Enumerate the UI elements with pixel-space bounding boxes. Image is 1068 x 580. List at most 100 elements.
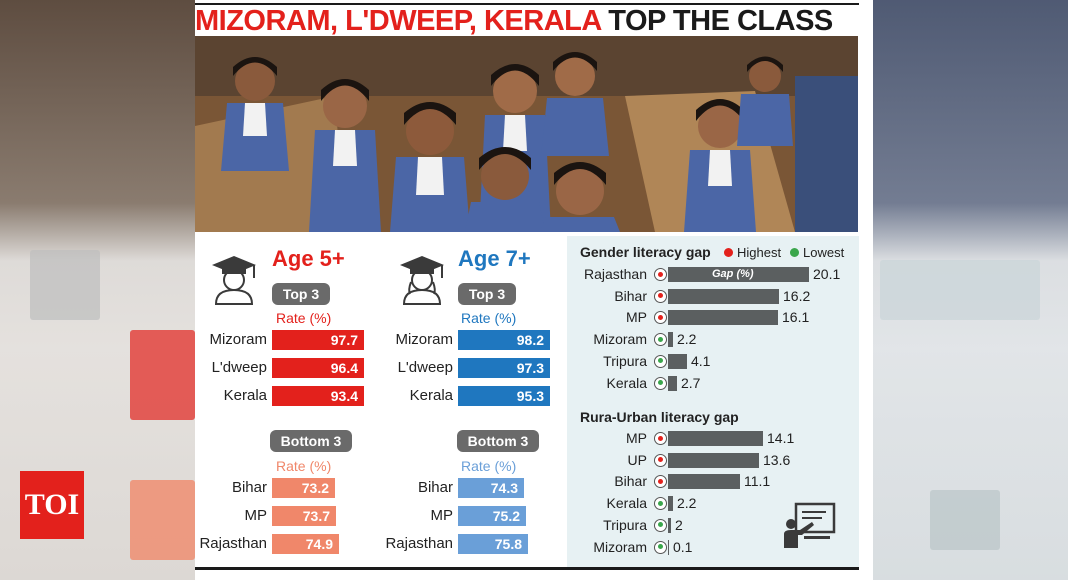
age7-bottom-label: Bottom 3 [457,430,539,452]
gender-gap-value: 2.7 [681,374,701,391]
blur-block [880,260,1040,320]
age7-title: Age 7+ [458,246,531,271]
age5-state-label: MP [244,507,268,524]
age5-bottom-rate-label: Rate (%) [276,458,332,474]
age5-bar-value: 93.4 [330,388,358,404]
age7-bottom-rate-label: Rate (%) [461,458,517,474]
age7-bar-value: 75.2 [492,508,520,524]
age7-state-label: MP [430,507,454,524]
rural-urban-gap-value: 11.1 [744,473,771,490]
gender-gap-marker [654,376,667,390]
gender-gap-state-label: Kerala [606,374,647,391]
gender-gap-state-label: Bihar [614,287,647,304]
age5-title: Age 5+ [272,246,345,271]
age7-state-label: Mizoram [395,331,453,348]
rural-urban-gap-value: 0.1 [673,538,693,555]
rural-urban-gap-state-label: UP [627,451,647,468]
headline-part1: MIZORAM, L'DWEEP, KERALA [195,5,601,37]
rural-urban-gap-bar [668,517,671,533]
age5-bar [272,478,335,498]
rural-urban-gap-value: 14.1 [767,430,795,446]
age5-bar [272,506,336,526]
blur-block [130,330,195,420]
teacher-board-icon [784,502,836,548]
gender-gap-bar [668,353,687,369]
graduate-boy-icon [212,256,256,305]
lowest-dot-icon [790,248,799,257]
legend-lowest: Lowest [790,245,844,260]
rural-urban-gap-marker-dot [657,522,663,528]
top-rule [195,3,859,5]
rural-urban-gap-title: Rura-Urban literacy gap [580,409,739,425]
age5-bar [272,534,339,554]
age5-top-label: Top 3 [272,283,330,305]
age7-bar-value: 74.3 [490,480,518,496]
rural-urban-gap-marker [654,432,667,445]
gender-gap-title: Gender literacy gap [580,244,711,260]
age7-state-label: Rajasthan [385,535,453,552]
bottom-rule [195,567,859,570]
age7-bar [458,506,526,526]
age5-state-label: Rajasthan [199,535,267,552]
gender-gap-bar [668,375,677,391]
age5-bar [272,330,364,350]
gender-gap-bar [668,288,779,304]
age5-state-label: Bihar [231,479,267,496]
rural-urban-gap-state-label: Mizoram [593,538,647,555]
rural-urban-gap-value: 13.6 [763,451,791,468]
age5-bottom-label: Bottom 3 [270,430,352,452]
rural-urban-gap-marker-dot [657,457,663,463]
age7-bar-value: 98.2 [516,332,544,348]
rural-urban-gap-state-label: Tripura [603,516,647,533]
classroom-photo [195,36,858,232]
rural-urban-gap-marker [654,475,667,489]
rural-urban-gap-bar [668,474,740,490]
age5-state-label: Mizoram [209,331,267,348]
legend-highest: Highest [724,245,781,260]
rural-urban-gap-bar [668,496,673,512]
age7-top-label: Top 3 [458,283,516,305]
gender-gap-bar [668,310,778,326]
rural-urban-gap-state-label: MP [626,430,647,446]
gender-gap-marker-dot [657,336,663,342]
age7-bar-value: 95.3 [516,388,544,404]
headline: MIZORAM, L'DWEEP, KERALA TOP THE CLASS [195,6,855,36]
gender-gap-marker-dot [657,358,663,364]
gender-gap-value: 20.1 [813,266,841,282]
age5-bar [272,386,364,406]
rural-urban-gap-bar [668,452,759,468]
age7-bar [458,330,550,350]
gender-gap-state-label: Rajasthan [583,266,647,282]
headline-part2: TOP THE CLASS [608,5,833,37]
graduate-girl-icon [400,256,444,305]
age7-bar-value: 75.8 [494,536,522,552]
rural-urban-gap-marker [654,518,667,532]
age7-bar [458,358,550,378]
rural-urban-gap-marker-dot [657,435,663,441]
rural-urban-gap-marker-dot [657,544,663,549]
gender-gap-marker [654,333,667,347]
rural-urban-gap-bar [668,539,669,555]
gender-gap-bar-label: Gap (%) [712,268,754,280]
gender-gap-bar [668,267,809,282]
rural-urban-gap-state-label: Kerala [606,495,647,512]
age5-bar-value: 73.7 [302,508,330,524]
age5-bar-value: 73.2 [301,480,329,496]
legend-highest-label: Highest [737,245,782,260]
age7-bar [458,386,550,406]
rural-urban-gap-marker [654,497,667,511]
age5-bar [272,358,364,378]
age7-top-rate-label: Rate (%) [461,310,517,326]
gender-gap-marker [654,289,667,303]
gender-gap-value: 2.2 [677,331,697,348]
age5-bar-value: 96.4 [330,360,358,376]
gender-gap-marker [654,354,667,368]
rural-urban-gap-value: 2 [675,516,683,533]
age7-bar-value: 97.3 [516,360,544,376]
gender-gap-value: 16.1 [782,309,810,326]
classroom-photo-illustration [195,36,858,232]
legend-lowest-label: Lowest [803,245,845,260]
age5-top-rate-label: Rate (%) [276,310,332,326]
rural-urban-gap-marker-dot [657,478,663,484]
age7-state-label: Bihar [417,479,453,496]
